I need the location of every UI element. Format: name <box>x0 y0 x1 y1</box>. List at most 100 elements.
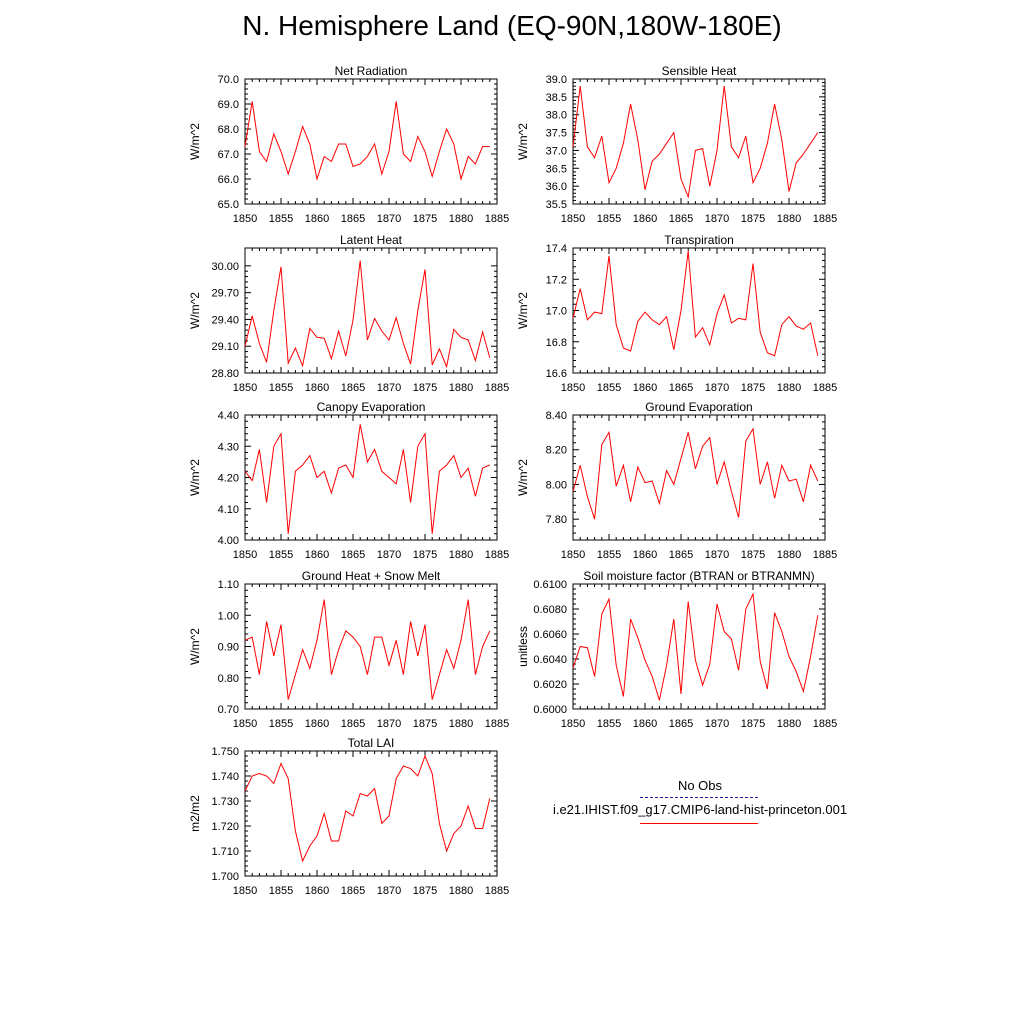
x-tick-label: 1860 <box>305 718 329 730</box>
plot-frame <box>244 247 498 374</box>
chart-title: Canopy Evaporation <box>317 400 426 414</box>
x-tick-label: 1875 <box>741 718 765 730</box>
legend-label-model: i.e21.IHIST.f09_g17.CMIP6-land-hist-prin… <box>552 802 848 817</box>
y-tick-label: 0.6000 <box>533 704 567 716</box>
y-tick-label: 0.6040 <box>533 654 567 666</box>
x-tick-label: 1855 <box>597 213 621 225</box>
y-tick-label: 16.8 <box>546 337 567 349</box>
x-tick-label: 1850 <box>561 718 585 730</box>
x-tick-label: 1865 <box>669 213 693 225</box>
y-tick-label: 4.10 <box>218 504 239 516</box>
y-tick-label: 1.700 <box>211 871 239 883</box>
x-tick-label: 1855 <box>597 718 621 730</box>
series-line <box>572 592 819 701</box>
y-axis-label: m2/m2 <box>188 795 202 832</box>
x-tick-label: 1855 <box>269 718 293 730</box>
legend-item-no-obs: No Obs <box>520 778 880 793</box>
y-tick-label: 39.0 <box>546 74 567 86</box>
y-tick-label: 1.730 <box>211 796 239 808</box>
x-tick-label: 1875 <box>413 885 437 897</box>
plot-frame <box>244 78 498 205</box>
y-tick-label: 1.720 <box>211 821 239 833</box>
y-axis-label: W/m^2 <box>188 123 202 160</box>
series-line <box>244 599 491 700</box>
series-line <box>572 427 819 520</box>
x-tick-label: 1855 <box>269 382 293 394</box>
y-tick-label: 17.2 <box>546 274 567 286</box>
page-title: N. Hemisphere Land (EQ-90N,180W-180E) <box>242 10 782 41</box>
y-tick-label: 30.00 <box>211 261 239 273</box>
y-tick-label: 1.00 <box>218 610 239 622</box>
x-tick-label: 1880 <box>449 885 473 897</box>
x-tick-label: 1885 <box>485 382 509 394</box>
y-tick-label: 0.80 <box>218 673 239 685</box>
x-tick-label: 1875 <box>413 549 437 561</box>
y-tick-label: 4.20 <box>218 473 239 485</box>
x-tick-label: 1880 <box>449 718 473 730</box>
x-tick-label: 1850 <box>233 718 257 730</box>
x-tick-label: 1865 <box>341 718 365 730</box>
x-tick-label: 1850 <box>233 885 257 897</box>
x-tick-label: 1850 <box>561 549 585 561</box>
x-tick-label: 1875 <box>741 549 765 561</box>
x-tick-label: 1885 <box>485 549 509 561</box>
x-tick-label: 1865 <box>341 549 365 561</box>
x-tick-label: 1865 <box>669 382 693 394</box>
y-axis-label: W/m^2 <box>188 292 202 329</box>
y-tick-label: 37.5 <box>546 128 567 140</box>
y-tick-label: 36.5 <box>546 163 567 175</box>
legend-swatch-no-obs <box>640 797 758 798</box>
y-tick-label: 29.40 <box>211 314 239 326</box>
x-tick-label: 1850 <box>561 213 585 225</box>
legend-swatch-model <box>640 823 758 824</box>
x-tick-label: 1885 <box>485 718 509 730</box>
y-tick-label: 8.20 <box>546 445 567 457</box>
x-tick-label: 1880 <box>449 213 473 225</box>
x-tick-label: 1875 <box>741 213 765 225</box>
x-tick-label: 1850 <box>561 382 585 394</box>
y-tick-label: 29.10 <box>211 341 239 353</box>
series-line <box>572 251 819 357</box>
y-tick-label: 17.0 <box>546 306 567 318</box>
y-tick-label: 8.00 <box>546 479 567 491</box>
legend-label-no-obs: No Obs <box>677 778 723 793</box>
chart-title: Latent Heat <box>340 233 403 247</box>
x-tick-label: 1850 <box>233 549 257 561</box>
x-tick-label: 1885 <box>813 382 837 394</box>
x-tick-label: 1875 <box>413 213 437 225</box>
x-tick-label: 1860 <box>633 213 657 225</box>
y-tick-label: 0.6060 <box>533 629 567 641</box>
chart-title: Transpiration <box>664 233 734 247</box>
y-tick-label: 0.6100 <box>533 579 567 591</box>
x-tick-label: 1880 <box>777 382 801 394</box>
series-line <box>244 101 490 181</box>
x-tick-label: 1855 <box>597 382 621 394</box>
y-tick-label: 1.740 <box>211 771 239 783</box>
y-tick-label: 69.0 <box>218 99 239 111</box>
x-tick-label: 1860 <box>633 718 657 730</box>
y-tick-label: 4.00 <box>218 535 239 547</box>
y-tick-label: 29.70 <box>211 288 239 300</box>
x-tick-label: 1880 <box>777 213 801 225</box>
x-tick-label: 1865 <box>669 549 693 561</box>
chart-title: Ground Heat + Snow Melt <box>302 569 441 583</box>
x-tick-label: 1870 <box>377 549 401 561</box>
y-axis-label: W/m^2 <box>516 459 530 496</box>
x-tick-label: 1855 <box>269 549 293 561</box>
x-tick-label: 1860 <box>305 213 329 225</box>
legend-item-model: i.e21.IHIST.f09_g17.CMIP6-land-hist-prin… <box>520 802 880 817</box>
x-tick-label: 1860 <box>305 885 329 897</box>
x-tick-label: 1860 <box>633 382 657 394</box>
x-tick-label: 1860 <box>305 549 329 561</box>
y-axis-label: W/m^2 <box>188 459 202 496</box>
x-tick-label: 1885 <box>813 549 837 561</box>
x-tick-label: 1865 <box>341 382 365 394</box>
y-axis-label: unitless <box>516 626 530 667</box>
x-tick-label: 1870 <box>705 718 729 730</box>
x-tick-label: 1855 <box>269 213 293 225</box>
y-tick-label: 4.30 <box>218 441 239 453</box>
y-tick-label: 37.0 <box>546 145 567 157</box>
x-tick-label: 1885 <box>813 718 837 730</box>
y-tick-label: 0.90 <box>218 642 239 654</box>
